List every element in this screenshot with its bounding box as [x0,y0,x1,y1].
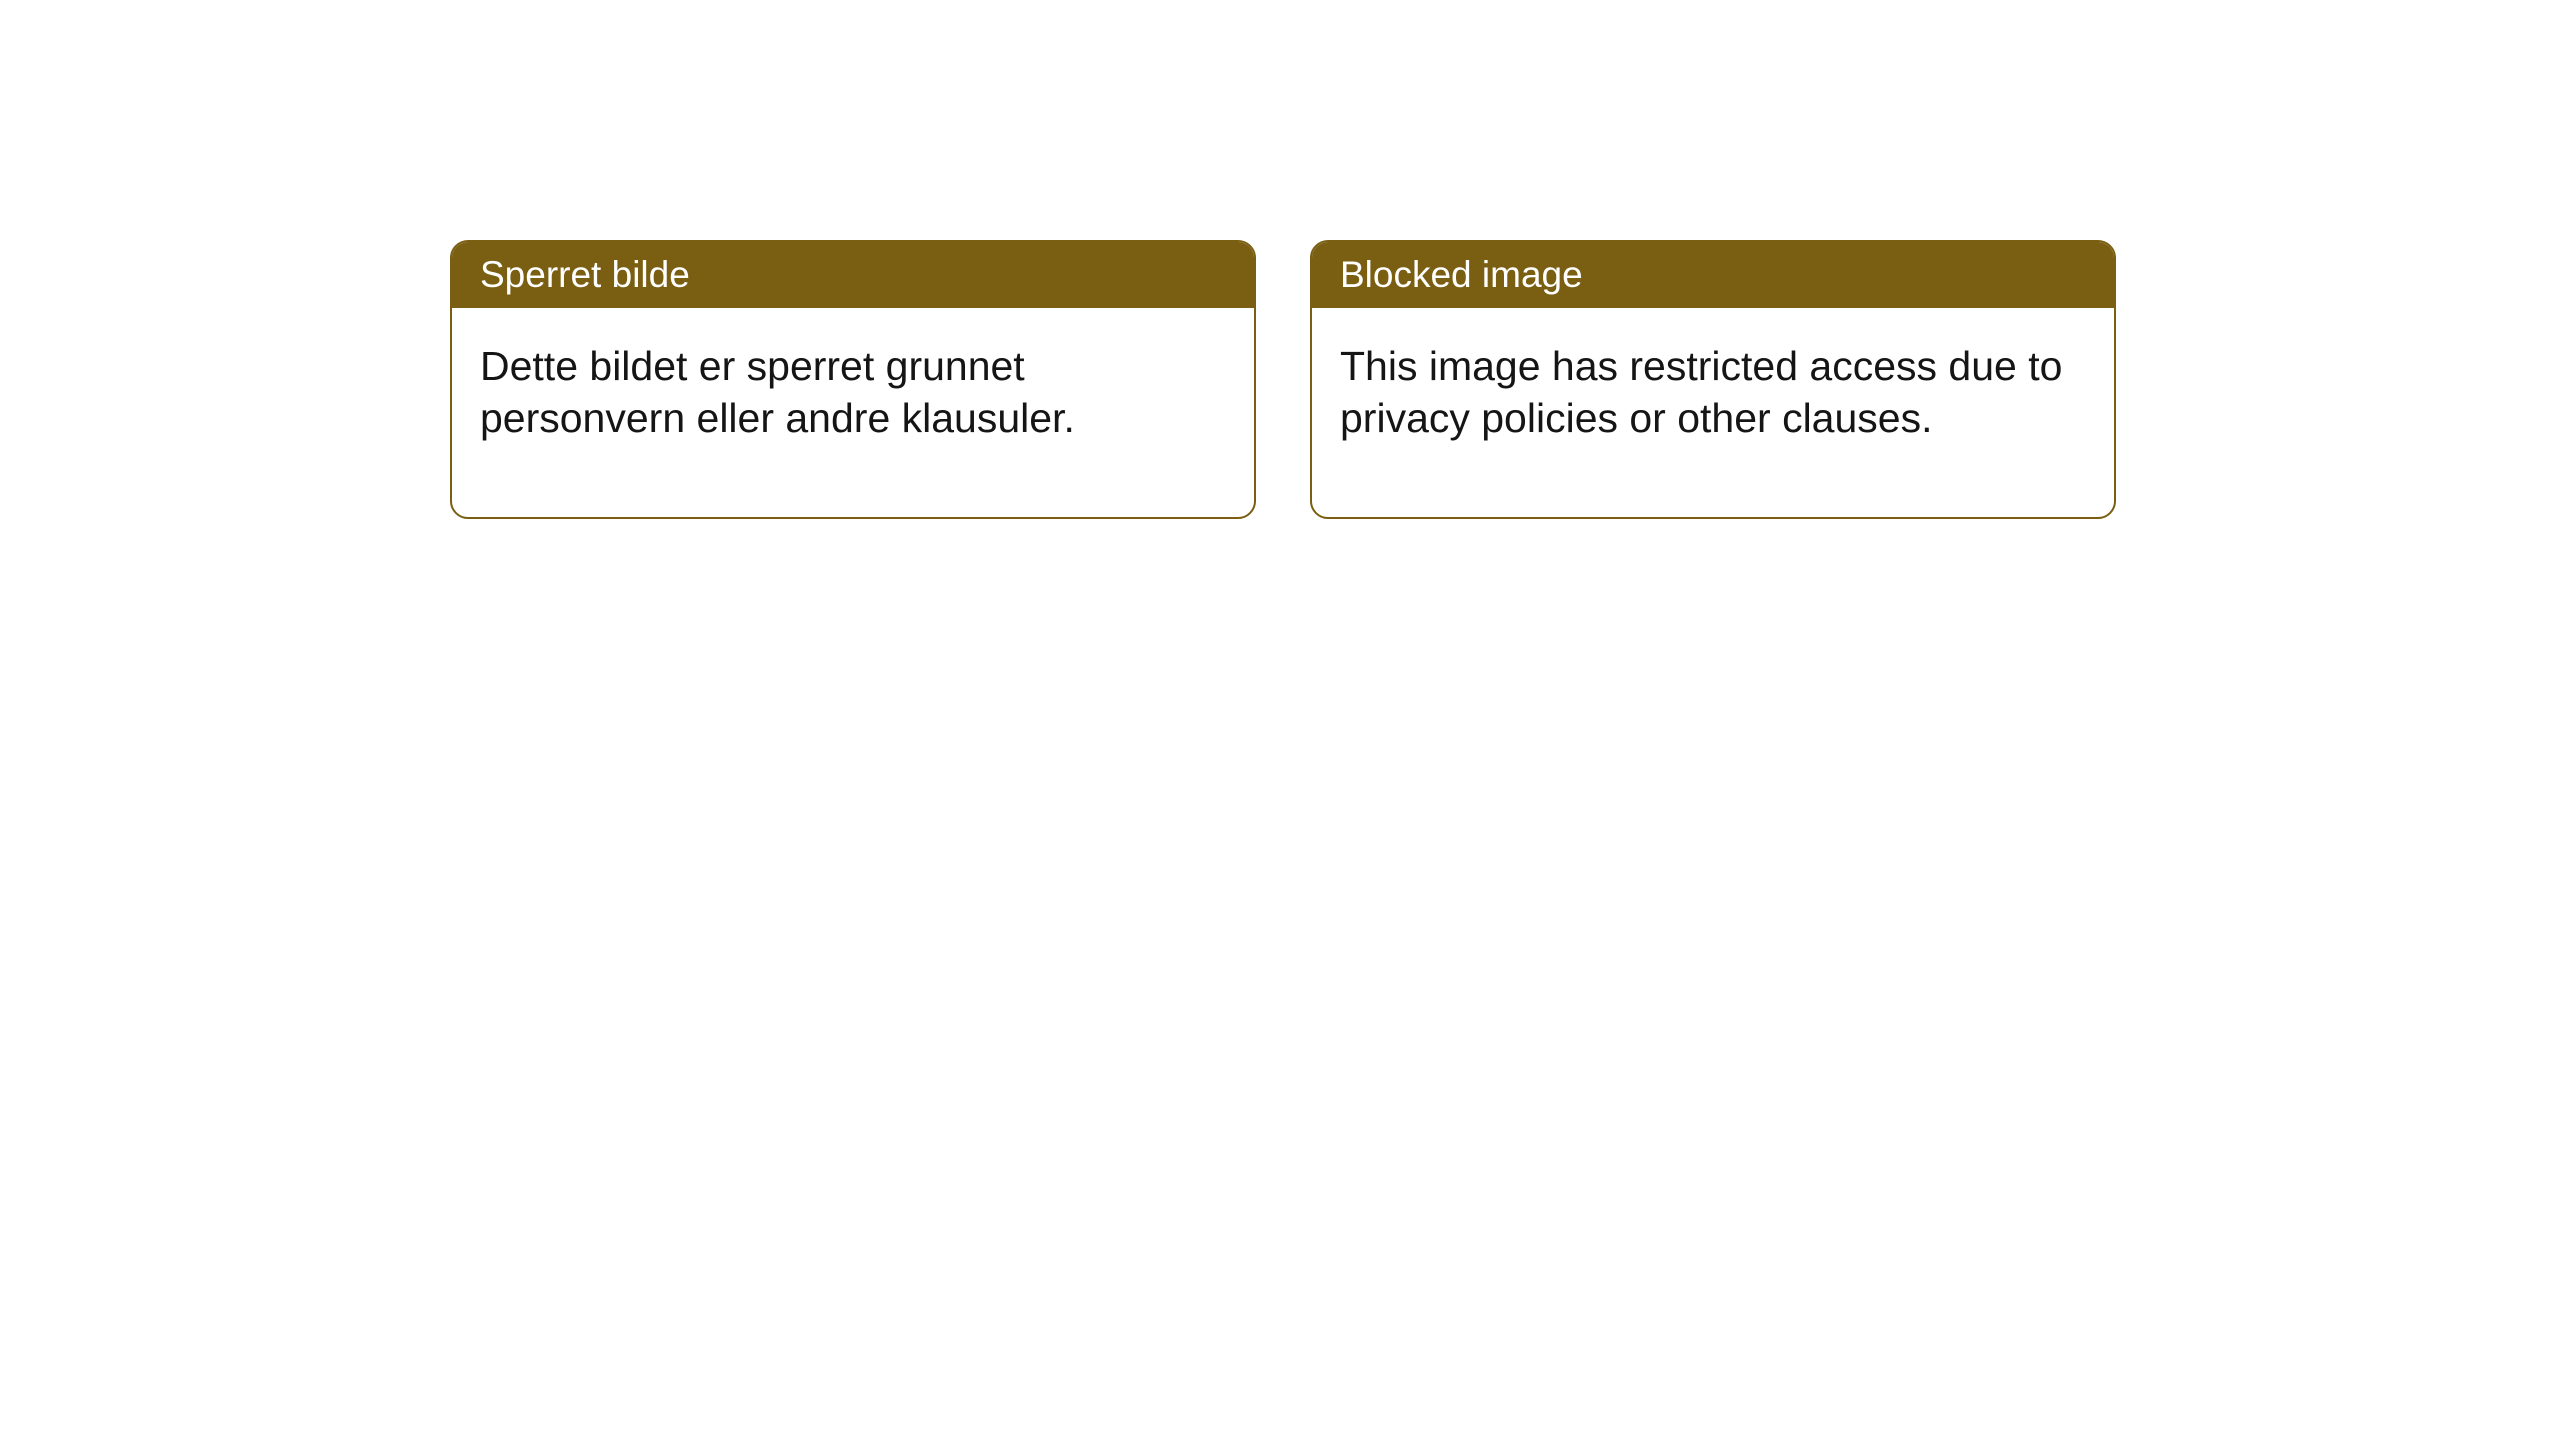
notice-title: Blocked image [1340,254,1583,295]
notice-container: Sperret bilde Dette bildet er sperret gr… [0,0,2560,519]
notice-header: Sperret bilde [452,242,1254,308]
notice-card-english: Blocked image This image has restricted … [1310,240,2116,519]
notice-title: Sperret bilde [480,254,690,295]
notice-message: This image has restricted access due to … [1340,343,2062,441]
notice-header: Blocked image [1312,242,2114,308]
notice-body: This image has restricted access due to … [1312,308,2114,517]
notice-message: Dette bildet er sperret grunnet personve… [480,343,1075,441]
notice-card-norwegian: Sperret bilde Dette bildet er sperret gr… [450,240,1256,519]
notice-body: Dette bildet er sperret grunnet personve… [452,308,1254,517]
